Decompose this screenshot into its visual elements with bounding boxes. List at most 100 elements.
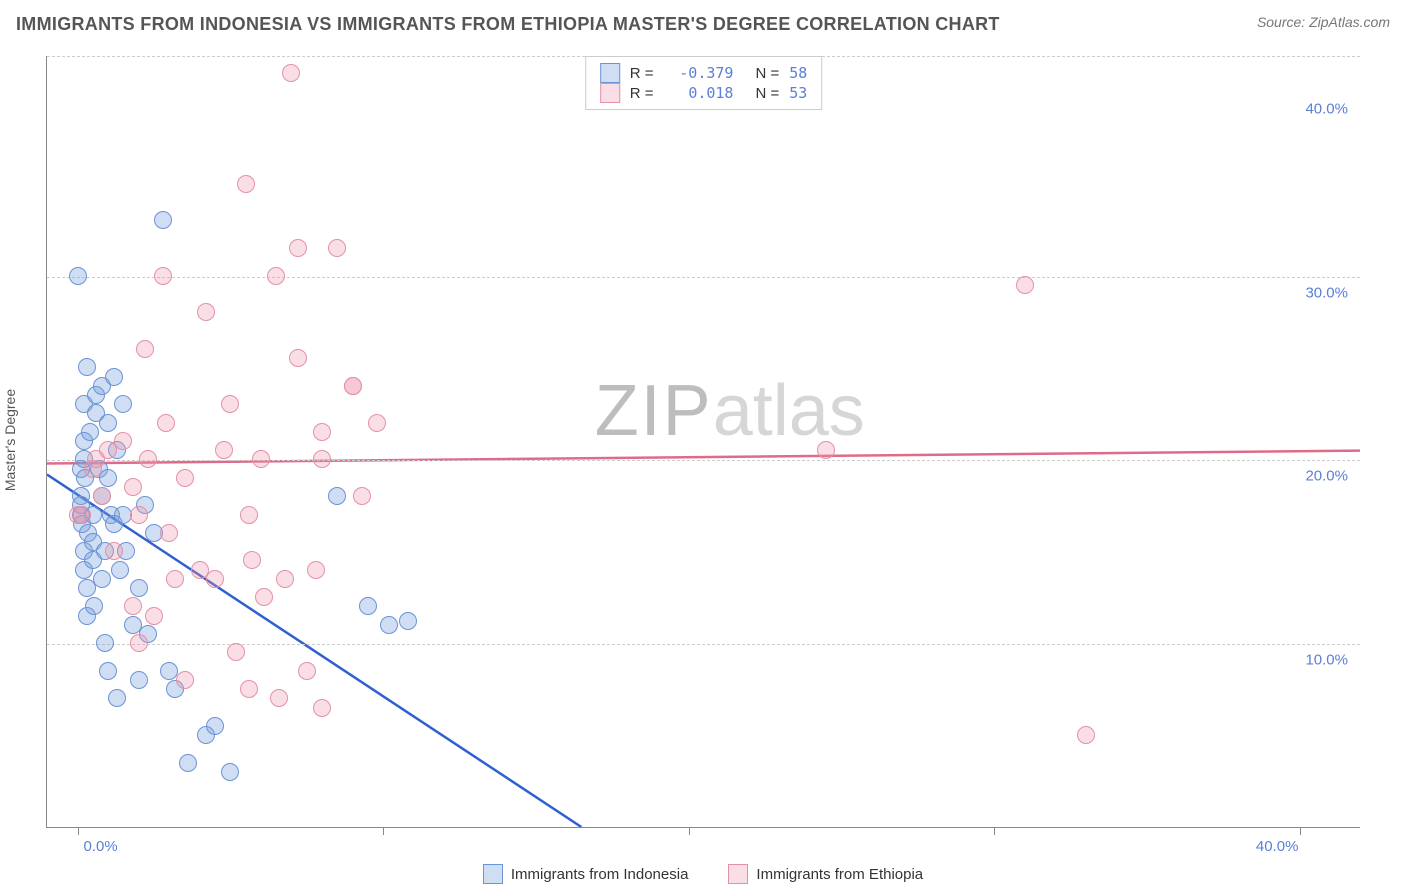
scatter-point [289, 239, 307, 257]
gridline [47, 644, 1360, 645]
scatter-point [176, 671, 194, 689]
scatter-point [157, 414, 175, 432]
n-value: 58 [789, 64, 807, 82]
scatter-point [289, 349, 307, 367]
scatter-point [307, 561, 325, 579]
x-tick [1300, 827, 1301, 835]
scatter-point [160, 524, 178, 542]
scatter-point [282, 64, 300, 82]
scatter-point [221, 763, 239, 781]
source-attribution: Source: ZipAtlas.com [1257, 14, 1390, 30]
stats-row: R = -0.379 N = 58 [600, 63, 808, 83]
trend-line [47, 451, 1360, 464]
scatter-point [124, 478, 142, 496]
y-tick-label: 40.0% [1305, 100, 1348, 117]
scatter-point [368, 414, 386, 432]
n-value: 53 [789, 84, 807, 102]
scatter-point [130, 634, 148, 652]
watermark-part1: ZIP [595, 371, 713, 451]
y-tick-label: 30.0% [1305, 284, 1348, 301]
scatter-point [270, 689, 288, 707]
scatter-point [154, 211, 172, 229]
n-label: N = [755, 85, 779, 102]
scatter-point [344, 377, 362, 395]
scatter-point [197, 303, 215, 321]
y-tick-label: 20.0% [1305, 468, 1348, 485]
scatter-point [93, 487, 111, 505]
scatter-point [276, 570, 294, 588]
x-tick [383, 827, 384, 835]
scatter-point [85, 597, 103, 615]
scatter-point [313, 423, 331, 441]
y-tick-label: 10.0% [1305, 652, 1348, 669]
scatter-point [114, 395, 132, 413]
scatter-point [154, 267, 172, 285]
scatter-point [328, 487, 346, 505]
scatter-point [206, 570, 224, 588]
scatter-point [108, 689, 126, 707]
legend-swatch [600, 63, 620, 83]
chart-title: IMMIGRANTS FROM INDONESIA VS IMMIGRANTS … [16, 14, 1000, 35]
n-label: N = [755, 65, 779, 82]
scatter-point [130, 579, 148, 597]
scatter-point [255, 588, 273, 606]
scatter-point [73, 506, 91, 524]
r-value: 0.018 [663, 84, 733, 102]
scatter-point [313, 450, 331, 468]
scatter-point [206, 717, 224, 735]
trend-lines-svg [47, 56, 1360, 827]
scatter-point [298, 662, 316, 680]
scatter-point [93, 570, 111, 588]
scatter-point [114, 432, 132, 450]
scatter-point [399, 612, 417, 630]
scatter-point [99, 662, 117, 680]
scatter-point [111, 561, 129, 579]
scatter-point [139, 450, 157, 468]
stats-row: R =0.018N =53 [600, 83, 808, 103]
scatter-point [179, 754, 197, 772]
gridline [47, 460, 1360, 461]
watermark-part2: atlas [713, 371, 865, 451]
r-label: R = [630, 65, 654, 82]
scatter-plot-area: ZIPatlas R = -0.379 N = 58R = 0.018 N = 53 10.… [46, 56, 1360, 828]
scatter-point [267, 267, 285, 285]
correlation-stats-box: R = -0.379 N = 58R = 0.018 N = 53 [585, 56, 823, 110]
trend-line [47, 475, 581, 827]
legend-item: Immigrants from Ethiopia [728, 864, 923, 884]
chart-legend: Immigrants from Indonesia Immigrants from… [0, 864, 1406, 884]
watermark: ZIPatlas [595, 370, 865, 452]
x-tick-label: 40.0% [1256, 838, 1299, 855]
scatter-point [105, 542, 123, 560]
scatter-point [227, 643, 245, 661]
gridline [47, 56, 1360, 57]
legend-item: Immigrants from Indonesia [483, 864, 689, 884]
scatter-point [359, 597, 377, 615]
scatter-point [1077, 726, 1095, 744]
scatter-point [240, 506, 258, 524]
r-value: -0.379 [663, 64, 733, 82]
scatter-point [252, 450, 270, 468]
y-axis-title: Master's Degree [2, 389, 18, 491]
x-tick [689, 827, 690, 835]
scatter-point [353, 487, 371, 505]
scatter-point [105, 368, 123, 386]
scatter-point [96, 634, 114, 652]
scatter-point [166, 570, 184, 588]
scatter-point [145, 607, 163, 625]
scatter-point [99, 469, 117, 487]
scatter-point [240, 680, 258, 698]
legend-swatch [728, 864, 748, 884]
x-tick [994, 827, 995, 835]
scatter-point [1016, 276, 1034, 294]
scatter-point [136, 340, 154, 358]
scatter-point [99, 414, 117, 432]
scatter-point [221, 395, 239, 413]
scatter-point [81, 423, 99, 441]
x-tick-label: 0.0% [84, 838, 118, 855]
scatter-point [176, 469, 194, 487]
legend-swatch [600, 83, 620, 103]
x-tick [78, 827, 79, 835]
scatter-point [69, 267, 87, 285]
scatter-point [243, 551, 261, 569]
scatter-point [237, 175, 255, 193]
